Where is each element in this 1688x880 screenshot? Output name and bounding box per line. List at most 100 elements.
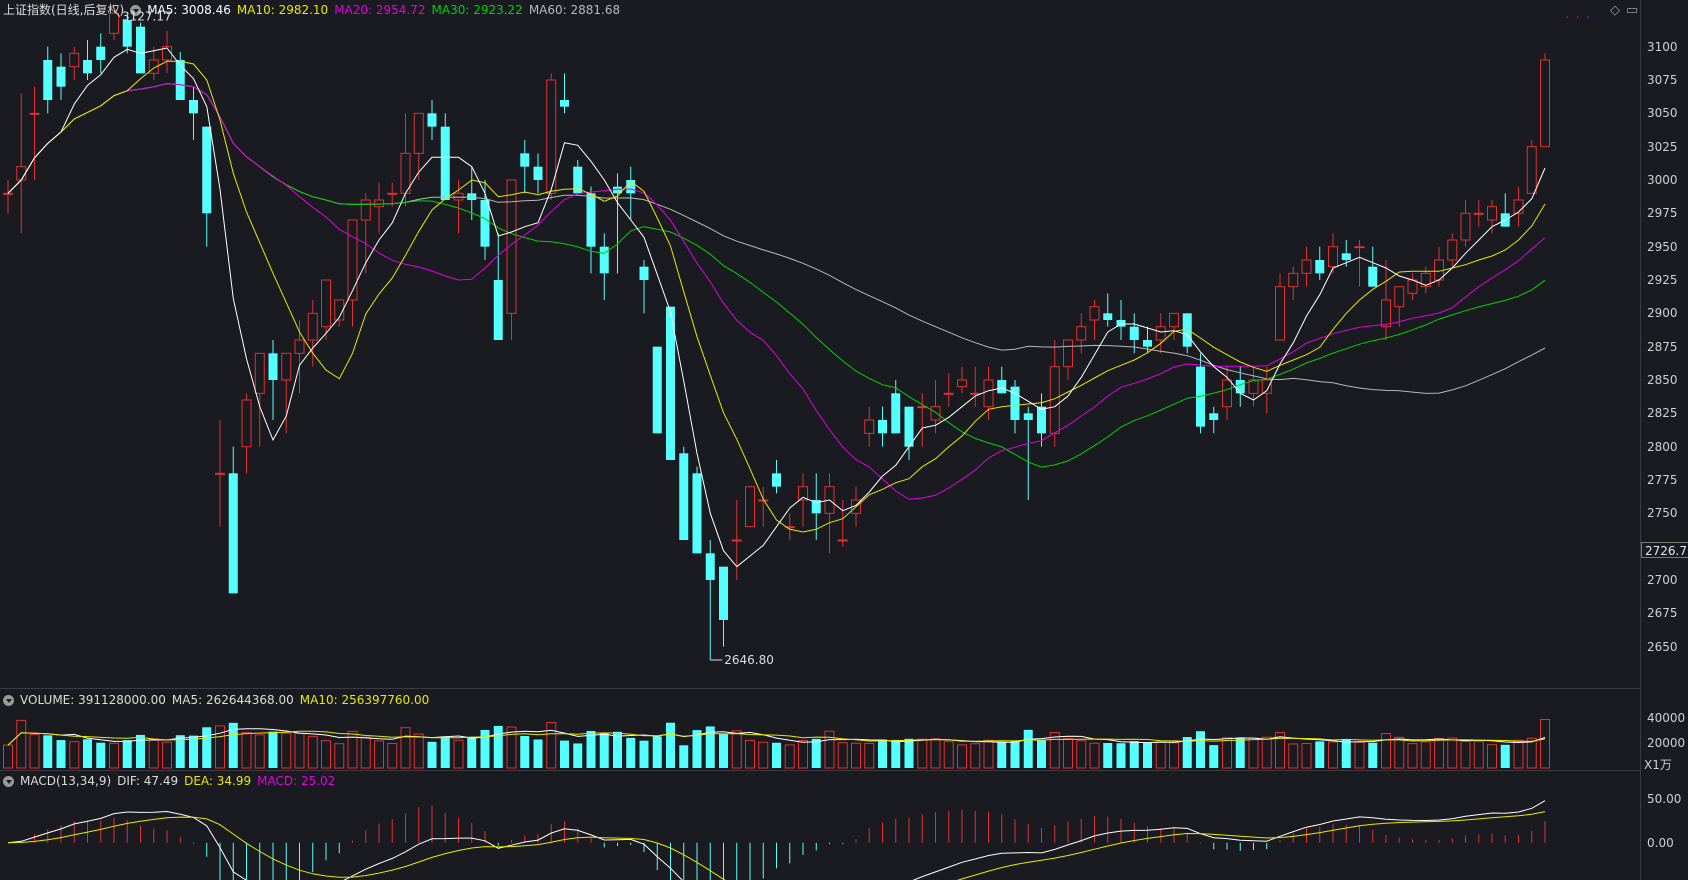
ma10-line [7,60,1546,533]
candle-body [427,113,437,127]
volume-bar [997,741,1007,768]
volume-bar [758,741,769,769]
candle-body [493,280,503,340]
volume-bar [400,727,411,769]
price-tick-label: 2675 [1647,606,1678,621]
macd-header: MACD(13,34,9) DIF: 47.49 DEA: 34.99 MACD… [3,772,335,790]
more-dots-icon[interactable]: ··· [1565,10,1597,26]
candle-body [1315,260,1325,274]
volume-bar [281,732,292,769]
volume-ma10-line [7,730,1546,746]
candle-body [334,299,345,321]
candle-body [136,26,145,74]
candle-body [878,420,887,434]
volume-bar [321,740,331,769]
candle-body [69,52,80,68]
candle-body [1129,326,1139,340]
candle-body [1460,212,1471,241]
volume-bar [878,739,887,768]
volume-bar [1143,742,1152,768]
volume-bar [1089,742,1100,769]
price-axis-border [1640,0,1641,880]
candle-body [811,500,821,514]
diamond-icon[interactable]: ◇ [1610,3,1620,18]
candle-body [321,279,331,328]
candle-body [1116,320,1126,327]
price-tick-label: 2775 [1647,473,1678,487]
candle-body [413,112,424,154]
candlestick-chart[interactable]: 3127.17 2646.80 [0,0,1640,880]
candle-body [970,392,981,395]
ma5-readout: MA5: 3008.46 [147,3,231,17]
macd-tick-label: 0.00 [1647,835,1674,850]
volume-header: VOLUME: 391128000.00 MA5: 262644368.00 M… [3,691,429,709]
candle-body [122,20,132,47]
candle-body [1354,246,1365,249]
candle-body [43,60,53,100]
price-tick-label: 3025 [1647,139,1678,154]
window-icon[interactable]: ▭ [1626,3,1639,18]
ma60-line [7,83,1546,394]
volume-bar [586,730,596,768]
volume-bar [334,743,345,769]
candle-body [1235,380,1245,394]
macd-label: MACD(13,34,9) [20,774,112,788]
price-tick-label: 2750 [1647,506,1678,521]
price-tick-label: 2975 [1647,206,1678,221]
volume-bar [215,725,225,769]
candle-body [705,553,715,580]
collapse-toggle-icon[interactable] [130,4,142,16]
candle-body [506,179,517,314]
volume-bar [162,741,172,769]
macd-tick-label: 50.00 [1647,791,1682,806]
volume-bar [480,729,490,768]
volume-bar [1473,740,1484,769]
candle-body [1248,379,1259,394]
candle-body [943,392,954,395]
candle-body [1089,306,1100,321]
candle-body [480,200,490,247]
volume-bar [1261,736,1272,769]
candle-body [560,100,569,107]
macd-dif-readout: DIF: 47.49 [117,774,179,788]
candle-body [268,353,278,380]
ma5-line [7,47,1546,568]
volume-bar [1407,743,1418,769]
macd-toggle-icon[interactable] [3,775,14,787]
price-tick-label: 2875 [1647,339,1678,354]
price-tick-label: 3050 [1647,106,1678,121]
volume-bar [1368,742,1378,768]
candle-body [1103,313,1113,320]
candle-body [1447,239,1458,261]
volume-bar [1209,745,1219,768]
price-tick-label: 2950 [1647,239,1678,254]
volume-bar [413,733,424,769]
price-tick-label: 3100 [1647,39,1678,54]
candle-body [692,473,702,554]
volume-bar [851,742,861,769]
volume-toggle-icon[interactable] [3,694,14,706]
candle-body [891,393,901,434]
candle-body [1526,146,1537,194]
ma20-line [7,83,1546,500]
volume-bar [957,744,967,769]
candle-body [360,199,371,221]
candle-body [202,126,212,214]
candle-body [599,246,609,274]
main-chart-header: 上证指数(日线,后复权) MA5: 3008.46 MA10: 2982.10 … [3,1,620,19]
candle-body [613,186,622,194]
candle-body [666,306,675,460]
macd-dea-readout: DEA: 34.99 [184,774,252,788]
price-tick-label: 2900 [1647,306,1678,321]
volume-bar [189,735,198,768]
price-tick-label: 2850 [1647,373,1678,387]
volume-bar [268,731,278,768]
volume-bar [719,734,728,768]
candle-body [307,312,318,341]
candle-body [1301,259,1312,274]
volume-unit-label: X1万 [1644,758,1672,772]
volume-bar [692,730,702,768]
volume-bar [1460,740,1471,769]
candle-body [294,339,305,354]
volume-bar [202,727,212,768]
